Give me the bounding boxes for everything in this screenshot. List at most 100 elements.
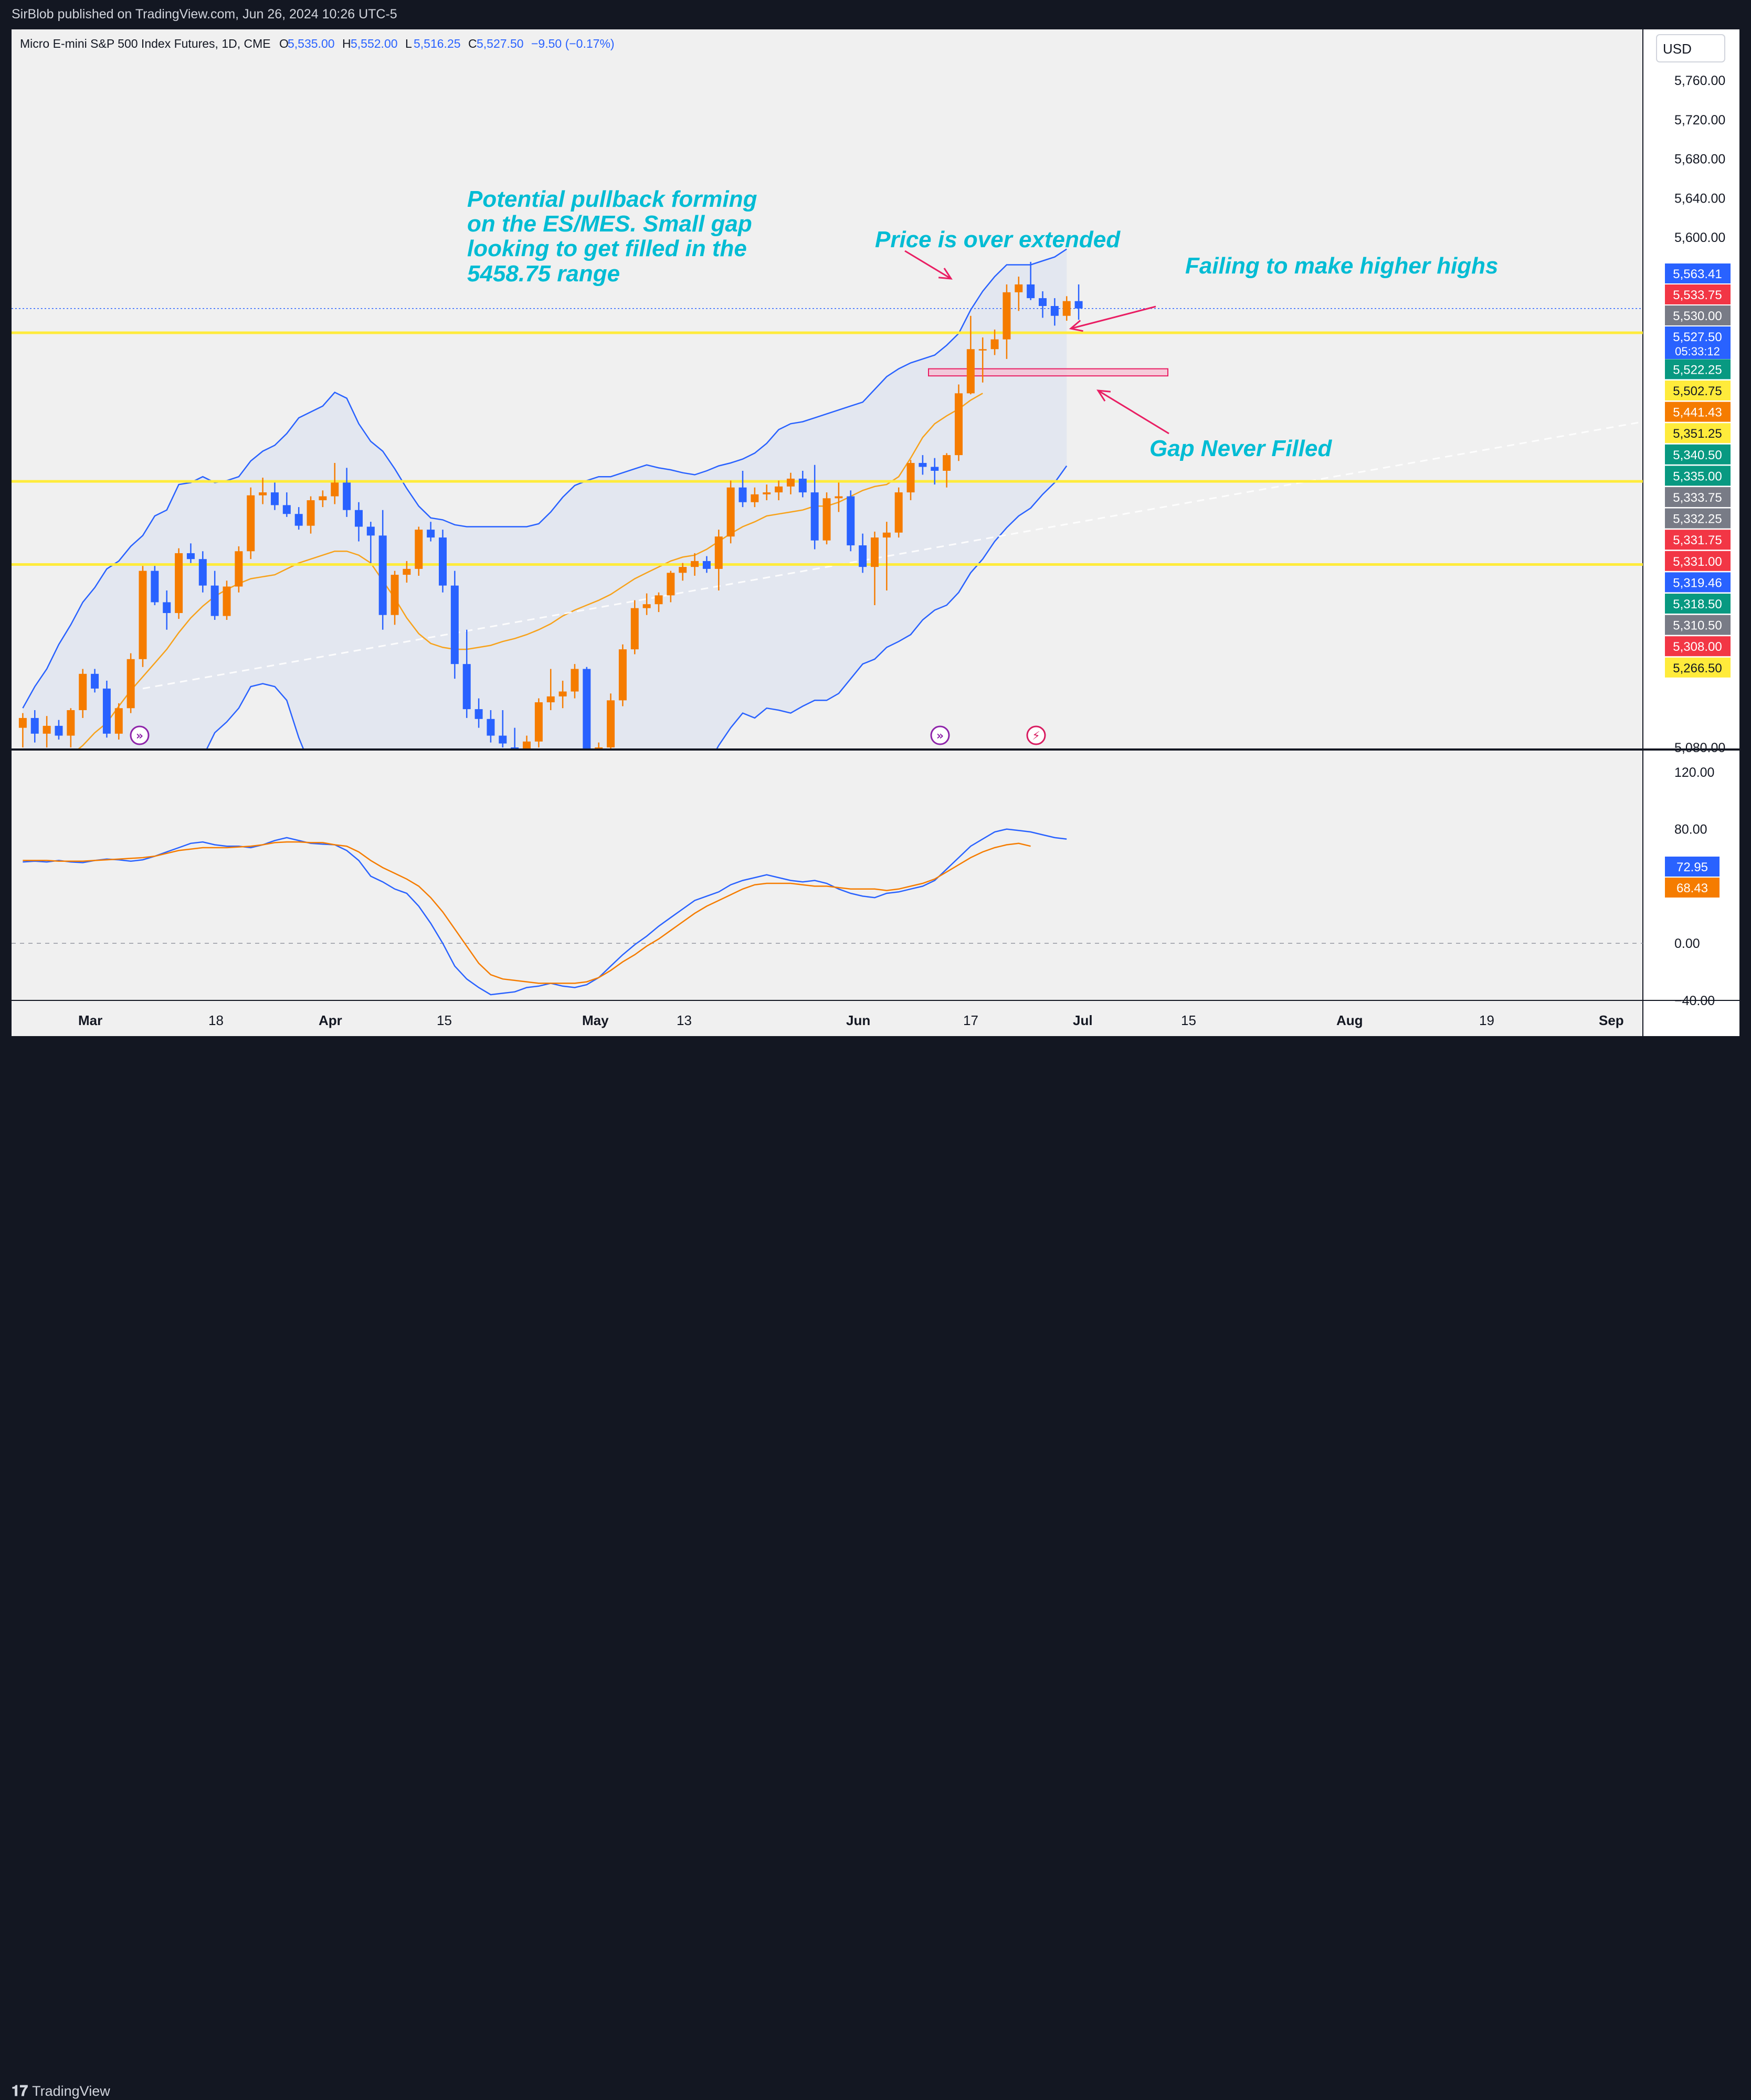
candle[interactable] [331,463,339,504]
candle[interactable] [18,713,27,747]
candle[interactable] [847,490,855,552]
candle[interactable] [642,593,651,615]
candle[interactable] [354,502,363,542]
candle[interactable] [247,487,255,560]
candle[interactable] [546,669,555,710]
price-pane[interactable] [12,29,1643,748]
candle[interactable] [954,384,963,461]
price-axis-badge[interactable]: 5,318.50 [1665,594,1731,614]
price-axis-badge[interactable]: 5,332.25 [1665,508,1731,529]
oscillator-value-badge[interactable]: 72.95 [1665,857,1720,877]
candle[interactable] [702,556,711,573]
candle[interactable] [1062,296,1071,321]
candle[interactable] [523,735,531,769]
candle[interactable] [1039,291,1047,318]
candle[interactable] [114,703,123,740]
price-axis-badge[interactable]: 5,340.50 [1665,444,1731,465]
candle[interactable] [714,530,723,590]
candle[interactable] [1027,261,1035,300]
candle[interactable] [775,480,783,501]
candle[interactable] [607,693,615,752]
candle[interactable] [511,727,519,767]
flash-icon[interactable]: ⚡ [1026,725,1046,745]
candle[interactable] [943,453,951,488]
candle[interactable] [126,653,135,713]
price-axis-badge[interactable]: 5,530.00 [1665,305,1731,325]
price-axis-badge[interactable]: 5,441.43 [1665,402,1731,422]
candle[interactable] [474,698,483,728]
price-axis-badge[interactable]: 5,319.46 [1665,572,1731,593]
price-axis-badge[interactable]: 5,333.75 [1665,487,1731,507]
price-axis-badge[interactable]: 5,266.50 [1665,657,1731,678]
chart-frame[interactable]: » » ⚡ 5,760.00 5,720.00 5,680.00 5,640.00 5,60… [12,29,1739,1036]
candle[interactable] [175,548,183,619]
price-axis-badge[interactable]: 5,351.25 [1665,423,1731,444]
candle[interactable] [798,470,807,498]
candle[interactable] [307,496,315,534]
tradingview-logo[interactable]: 𝟏𝟕 TradingView [12,2083,110,2100]
candle[interactable] [618,644,627,706]
candle[interactable] [343,468,351,517]
candle[interactable] [235,546,243,593]
candle[interactable] [763,484,771,501]
candle[interactable] [462,629,471,718]
price-axis-badge[interactable]: 5,331.75 [1665,530,1731,550]
candle[interactable] [439,530,447,593]
candle[interactable] [859,533,867,573]
candle[interactable] [978,337,987,383]
candle[interactable] [294,507,303,530]
candle[interactable] [667,571,675,603]
candle[interactable] [186,543,195,563]
candle[interactable] [739,470,747,508]
price-axis-badge[interactable]: 5,533.75 [1665,284,1731,304]
candle[interactable] [1050,298,1059,326]
candle[interactable] [67,708,75,747]
candle[interactable] [391,571,399,625]
candle[interactable] [91,669,99,693]
price-axis-badge[interactable]: 5,502.75 [1665,381,1731,400]
candle[interactable] [198,551,207,593]
candle[interactable] [427,522,435,542]
currency-button[interactable] [1656,34,1725,62]
price-axis-badge[interactable]: 5,308.00 [1665,636,1731,657]
candle[interactable] [726,480,735,544]
candle[interactable] [102,680,111,738]
price-axis-badge[interactable]: 5,335.00 [1665,466,1731,486]
candle[interactable] [366,522,375,563]
oscillator-pane[interactable] [12,751,1643,1036]
candle[interactable] [1074,284,1083,320]
price-axis-badge[interactable]: 5,522.25 [1665,359,1731,379]
price-axis-badge[interactable]: 5,310.50 [1665,615,1731,635]
candle[interactable] [487,710,495,743]
candle[interactable] [558,680,567,709]
candle[interactable] [595,742,603,772]
candle[interactable] [571,664,579,699]
candle[interactable] [630,600,639,655]
candle[interactable] [966,315,975,395]
candle[interactable] [810,465,819,550]
candle[interactable] [990,329,999,355]
candle[interactable] [655,592,663,613]
candle[interactable] [919,455,927,475]
candle[interactable] [210,571,219,620]
candle[interactable] [151,566,159,606]
candle[interactable] [415,526,423,576]
candle[interactable] [450,571,459,679]
candle[interactable] [282,492,291,517]
candle[interactable] [403,561,411,583]
candle[interactable] [43,716,51,747]
candle[interactable] [1003,284,1011,359]
price-axis-badge[interactable]: 5,331.00 [1665,551,1731,571]
candle[interactable] [583,667,591,767]
candle[interactable] [223,581,231,620]
candle[interactable] [691,553,699,576]
candle[interactable] [870,531,879,606]
candle[interactable] [822,492,831,545]
candle[interactable] [30,710,39,743]
candle[interactable] [894,487,903,538]
oscillator-value-badge[interactable]: 68.43 [1665,878,1720,898]
candle[interactable] [882,522,891,590]
candle[interactable] [378,510,387,630]
candle[interactable] [270,482,279,510]
